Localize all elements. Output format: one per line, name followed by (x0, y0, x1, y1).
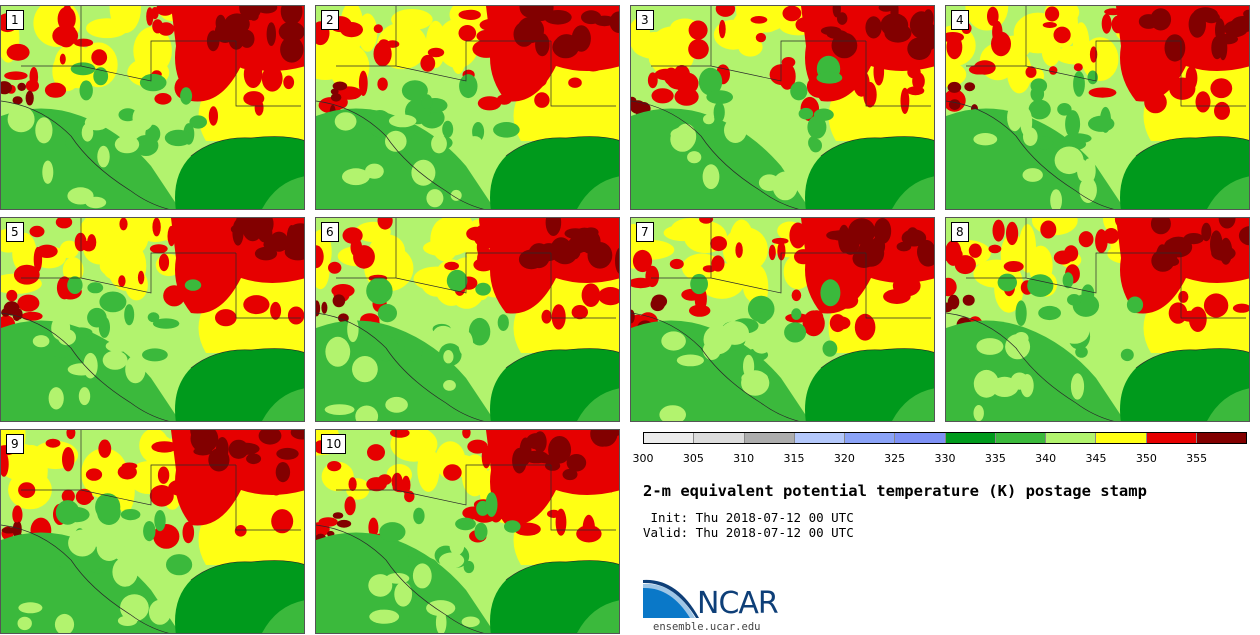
member-number-label: 8 (951, 222, 969, 242)
member-panel: 8 (945, 217, 1250, 422)
colorbar-tick-label: 335 (984, 452, 1006, 465)
member-panel: 7 (630, 217, 935, 422)
theta-e-map (631, 218, 934, 421)
colorbar-tick-label: 315 (783, 452, 805, 465)
theta-e-map (316, 430, 619, 633)
colorbar-bin-310 (744, 433, 795, 443)
colorbar-tick-label: 320 (833, 452, 855, 465)
member-panel: 5 (0, 217, 305, 422)
member-number-label: 10 (321, 434, 347, 454)
colorbar-tick-label: 345 (1085, 452, 1107, 465)
site-url: ensemble.ucar.edu (653, 621, 761, 633)
colorbar-tick-label: 325 (884, 452, 906, 465)
chart-title: 2-m equivalent potential temperature (K)… (643, 482, 1147, 500)
colorbar-bin-335 (995, 433, 1046, 443)
colorbar-tick-label: 350 (1135, 452, 1157, 465)
member-number-label: 4 (951, 10, 969, 30)
ncar-logo-icon (643, 579, 699, 618)
member-number-label: 5 (6, 222, 24, 242)
colorbar-tick-label: 305 (682, 452, 704, 465)
member-panel: 6 (315, 217, 620, 422)
colorbar-tick-label: 300 (632, 452, 654, 465)
colorbar-tick-label: 355 (1186, 452, 1208, 465)
member-panel: 9 (0, 429, 305, 634)
colorbar-bin-330 (945, 433, 996, 443)
member-panel: 3 (630, 5, 935, 210)
colorbar-tick-label: 330 (934, 452, 956, 465)
theta-e-map (1, 218, 304, 421)
colorbar-tick-label: 340 (1035, 452, 1057, 465)
colorbar-bin-305 (694, 433, 745, 443)
valid-time: Valid: Thu 2018-07-12 00 UTC (643, 525, 854, 540)
colorbar (643, 432, 1247, 444)
theta-e-map (316, 6, 619, 209)
member-number-label: 3 (636, 10, 654, 30)
theta-e-map (631, 6, 934, 209)
member-number-label: 1 (6, 10, 24, 30)
colorbar-bin-325 (895, 433, 946, 443)
theta-e-map (946, 218, 1249, 421)
init-time: Init: Thu 2018-07-12 00 UTC (643, 510, 854, 525)
theta-e-map (1, 430, 304, 633)
member-panel: 1 (0, 5, 305, 210)
colorbar-bin-300 (644, 433, 695, 443)
member-number-label: 9 (6, 434, 24, 454)
member-number-label: 2 (321, 10, 339, 30)
member-number-label: 6 (321, 222, 339, 242)
colorbar-bin-320 (845, 433, 896, 443)
member-panel: 10 (315, 429, 620, 634)
ncar-wordmark: NCAR (697, 586, 779, 621)
colorbar-bin-355 (1196, 433, 1246, 443)
colorbar-bin-315 (794, 433, 845, 443)
member-panel: 4 (945, 5, 1250, 210)
member-panel: 2 (315, 5, 620, 210)
member-number-label: 7 (636, 222, 654, 242)
theta-e-map (316, 218, 619, 421)
colorbar-bin-350 (1146, 433, 1197, 443)
colorbar-bin-340 (1046, 433, 1097, 443)
theta-e-map (1, 6, 304, 209)
colorbar-bin-345 (1096, 433, 1147, 443)
colorbar-tick-label: 310 (733, 452, 755, 465)
theta-e-map (946, 6, 1249, 209)
